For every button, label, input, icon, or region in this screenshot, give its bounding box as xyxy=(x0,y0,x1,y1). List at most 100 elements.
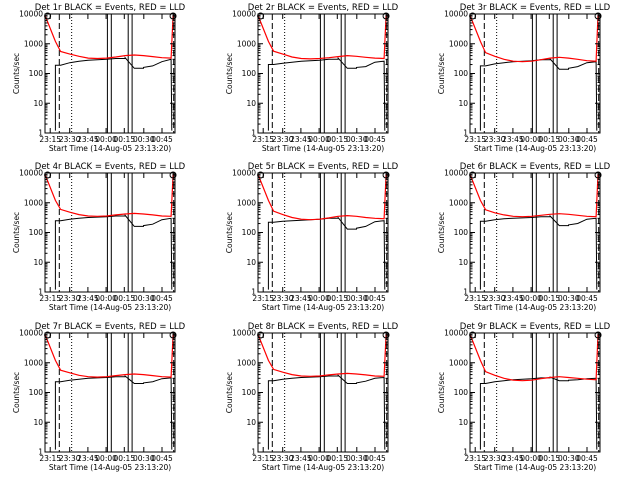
y-tick-label: 1 xyxy=(251,288,256,297)
x-tick-label: 23:30 xyxy=(484,294,506,303)
y-tick-label: 1000 xyxy=(449,198,468,207)
y-tick-label: 1000 xyxy=(449,358,468,367)
x-axis-label: Start Time (14-Aug-05 23:13:20) xyxy=(262,463,384,472)
panel-2: Det 2r BLACK = Events, RED = LLD 1 10 100 10… xyxy=(225,3,399,153)
x-tick-label: 23:45 xyxy=(290,454,312,463)
y-tick-label: 1000 xyxy=(24,39,43,48)
y-tick-label: 1 xyxy=(463,129,468,138)
panel-4: Det 4r BLACK = Events, RED = LLD 1 10 100 10… xyxy=(12,162,186,312)
x-tick-label: 23:30 xyxy=(59,294,81,303)
series-lld xyxy=(257,174,387,221)
x-tick-label: 00:00 xyxy=(95,135,117,144)
y-tick-label: 10 xyxy=(458,258,468,267)
y-tick-label: 100 xyxy=(454,388,469,397)
y-tick-label: 100 xyxy=(242,388,257,397)
panel-title: Det 6r BLACK = Events, RED = LLD xyxy=(460,162,611,172)
x-tick-label: 00:30 xyxy=(346,454,368,463)
x-axis-label: Start Time (14-Aug-05 23:13:20) xyxy=(49,463,171,472)
y-tick-label: 100 xyxy=(29,228,44,237)
x-tick-label: 00:30 xyxy=(346,135,368,144)
x-tick-label: 00:00 xyxy=(308,135,330,144)
x-tick-label: 23:15 xyxy=(464,294,486,303)
x-axis-label: Start Time (14-Aug-05 23:13:20) xyxy=(474,144,596,153)
y-tick-label: 100 xyxy=(242,69,257,78)
x-axis-label: Start Time (14-Aug-05 23:13:20) xyxy=(49,144,171,153)
axes-frame xyxy=(469,13,601,134)
x-tick-label: 00:45 xyxy=(364,454,386,463)
x-tick-label: 00:45 xyxy=(151,454,173,463)
y-tick-label: 100 xyxy=(454,69,469,78)
x-tick-label: 23:15 xyxy=(39,294,61,303)
series-lld xyxy=(469,174,599,218)
y-tick-label: 1000 xyxy=(237,198,256,207)
y-tick-label: 10000 xyxy=(444,169,468,178)
x-tick-label: 00:45 xyxy=(151,294,173,303)
y-tick-label: 10000 xyxy=(19,329,43,338)
x-tick-label: 00:30 xyxy=(133,294,155,303)
x-tick-label: 00:45 xyxy=(576,454,598,463)
series-events xyxy=(267,56,386,131)
x-tick-label: 23:15 xyxy=(39,454,61,463)
x-tick-label: 23:15 xyxy=(252,454,274,463)
x-axis-label: Start Time (14-Aug-05 23:13:20) xyxy=(474,303,596,312)
y-tick-label: 10000 xyxy=(444,329,468,338)
axes-frame xyxy=(257,172,389,293)
x-tick-label: 00:45 xyxy=(576,294,598,303)
y-tick-label: 1 xyxy=(463,288,468,297)
y-tick-label: 1000 xyxy=(237,39,256,48)
x-tick-label: 00:00 xyxy=(95,294,117,303)
panel-title: Det 9r BLACK = Events, RED = LLD xyxy=(460,322,611,332)
y-tick-label: 1000 xyxy=(237,358,256,367)
panel-3: Det 3r BLACK = Events, RED = LLD 1 10 100 10… xyxy=(437,3,611,153)
x-tick-label: 00:30 xyxy=(558,135,580,144)
x-tick-label: 00:00 xyxy=(520,294,542,303)
x-tick-label: 23:45 xyxy=(290,135,312,144)
series-events xyxy=(479,57,598,131)
x-tick-label: 00:15 xyxy=(326,454,348,463)
series-lld xyxy=(469,334,599,382)
x-tick-label: 00:30 xyxy=(558,294,580,303)
x-tick-label: 00:30 xyxy=(133,454,155,463)
series-lld xyxy=(469,15,599,63)
x-tick-label: 00:45 xyxy=(364,294,386,303)
series-lld xyxy=(44,334,174,378)
panel-title: Det 7r BLACK = Events, RED = LLD xyxy=(35,322,186,332)
y-tick-label: 10000 xyxy=(232,329,256,338)
y-tick-label: 1000 xyxy=(24,358,43,367)
x-tick-label: 23:30 xyxy=(484,135,506,144)
panel-5: Det 5r BLACK = Events, RED = LLD 1 10 100 10… xyxy=(225,162,399,312)
series-events xyxy=(267,374,386,450)
x-tick-label: 23:30 xyxy=(272,135,294,144)
axes-frame xyxy=(44,172,176,293)
axes-frame xyxy=(44,13,176,134)
x-axis-label: Start Time (14-Aug-05 23:13:20) xyxy=(262,303,384,312)
y-tick-label: 100 xyxy=(454,228,469,237)
y-tick-label: 10 xyxy=(246,418,256,427)
panel-title: Det 8r BLACK = Events, RED = LLD xyxy=(248,322,399,332)
y-tick-label: 1 xyxy=(38,129,43,138)
x-tick-label: 00:15 xyxy=(326,294,348,303)
x-tick-label: 00:30 xyxy=(133,135,155,144)
y-tick-label: 10000 xyxy=(19,169,43,178)
y-tick-label: 100 xyxy=(242,228,257,237)
series-events xyxy=(54,56,173,131)
panel-title: Det 1r BLACK = Events, RED = LLD xyxy=(35,3,186,13)
y-tick-label: 10000 xyxy=(444,10,468,19)
x-tick-label: 23:15 xyxy=(252,135,274,144)
y-tick-label: 100 xyxy=(29,388,44,397)
x-tick-label: 23:45 xyxy=(77,454,99,463)
x-tick-label: 23:45 xyxy=(77,294,99,303)
x-tick-label: 00:30 xyxy=(558,454,580,463)
x-tick-label: 23:30 xyxy=(272,294,294,303)
series-events xyxy=(479,376,598,450)
x-tick-label: 00:15 xyxy=(113,294,135,303)
y-tick-label: 10 xyxy=(246,99,256,108)
y-tick-label: 10 xyxy=(246,258,256,267)
series-lld xyxy=(44,174,174,217)
y-tick-label: 1 xyxy=(251,448,256,457)
series-events xyxy=(479,214,598,290)
x-tick-label: 00:30 xyxy=(346,294,368,303)
axes-frame xyxy=(469,172,601,293)
panel-1: Det 1r BLACK = Events, RED = LLD 1 10 100 10… xyxy=(12,3,186,153)
axes-frame xyxy=(44,332,176,453)
